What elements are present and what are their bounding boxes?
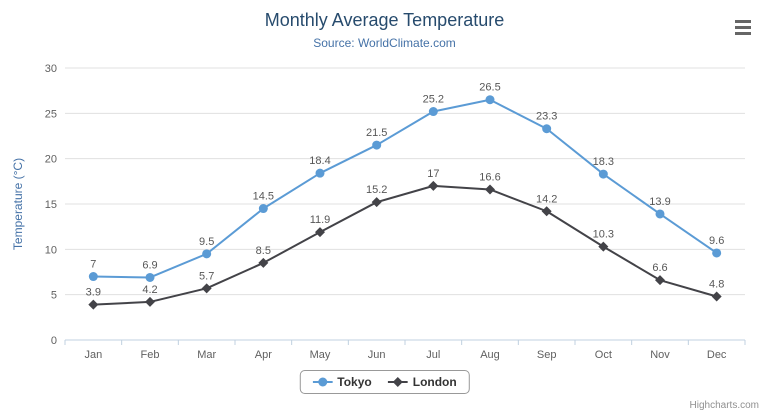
series-london: 3.9 4.2 5.7 8.5 11.9 15.2 17 16.6 14.2 10.3 6.6 4.8	[86, 168, 724, 310]
x-axis-tick-label: Aug	[480, 349, 500, 361]
tokyo-line	[92, 98, 718, 279]
legend: Tokyo London	[299, 370, 470, 394]
tokyo-point-marker[interactable]	[202, 249, 212, 259]
tokyo-point-marker[interactable]	[372, 140, 382, 150]
london-point-marker[interactable]	[655, 275, 665, 286]
y-axis-title: Temperature (°C)	[11, 158, 25, 250]
x-axis-tick-label: Sep	[537, 349, 557, 361]
london-point-marker[interactable]	[371, 197, 382, 208]
hamburger-menu-icon	[735, 25, 751, 29]
london-data-label: 4.2	[142, 284, 157, 296]
chart-title: Monthly Average Temperature	[264, 10, 505, 30]
x-axis-tick-label: Mar	[197, 349, 216, 361]
hamburger-menu-icon	[735, 19, 751, 23]
london-series-marker-icon	[387, 376, 408, 388]
x-axis-tick-label: Jun	[368, 349, 386, 361]
tokyo-data-label: 26.5	[479, 82, 500, 94]
tokyo-data-label: 6.9	[142, 259, 157, 271]
tokyo-data-label: 7	[90, 259, 96, 271]
export-menu-button[interactable]	[731, 16, 755, 38]
london-data-label: 3.9	[86, 287, 101, 299]
tokyo-point-marker[interactable]	[712, 248, 722, 258]
x-axis-tick-label: Feb	[141, 349, 160, 361]
london-legend-glyph-icon	[387, 377, 408, 387]
london-data-label: 11.9	[310, 214, 331, 226]
tokyo-data-label: 13.9	[649, 196, 670, 208]
london-data-label: 6.6	[652, 262, 667, 274]
x-axis-tick-label: Jan	[84, 349, 102, 361]
y-axis-tick-label: 10	[45, 244, 57, 256]
y-axis-tick-label: 0	[51, 335, 57, 347]
tokyo-data-label: 9.5	[199, 236, 214, 248]
tokyo-point-marker[interactable]	[485, 95, 495, 105]
tokyo-data-label: 21.5	[366, 127, 387, 139]
london-point-marker[interactable]	[598, 241, 609, 252]
x-axis-tick-label: Nov	[650, 349, 670, 361]
tokyo-series-marker-icon	[312, 376, 333, 388]
london-data-label: 4.8	[709, 278, 724, 290]
tokyo-point-marker[interactable]	[655, 209, 665, 219]
tokyo-data-label: 23.3	[536, 111, 557, 123]
tokyo-legend-marker[interactable]	[317, 377, 327, 387]
y-axis-tick-label: 25	[45, 108, 57, 120]
highcharts-credits-link[interactable]: Highcharts.com	[689, 400, 759, 411]
hamburger-menu-icon	[735, 31, 751, 35]
y-axis-tick-label: 30	[45, 63, 57, 75]
london-point-marker[interactable]	[541, 206, 552, 217]
london-point-marker[interactable]	[315, 227, 325, 238]
london-data-label: 10.3	[593, 229, 614, 241]
y-axis-tick-label: 20	[45, 154, 57, 166]
london-point-marker[interactable]	[258, 257, 269, 268]
tokyo-point-marker[interactable]	[598, 169, 608, 179]
legend-label-tokyo: Tokyo	[337, 375, 372, 389]
london-data-label: 5.7	[199, 270, 214, 282]
x-axis-tick-label: Apr	[255, 349, 272, 361]
tokyo-point-marker[interactable]	[145, 272, 155, 282]
x-axis-tick-label: Jul	[426, 349, 440, 361]
legend-item-tokyo[interactable]: Tokyo	[312, 375, 372, 389]
london-point-marker[interactable]	[711, 291, 722, 302]
tokyo-data-label: 18.3	[593, 156, 614, 168]
london-point-marker[interactable]	[88, 299, 99, 310]
x-axis-tick-label: Dec	[707, 349, 727, 361]
y-axis-tick-label: 5	[51, 290, 57, 302]
tokyo-data-label: 18.4	[309, 155, 330, 167]
tokyo-data-label: 14.5	[253, 191, 274, 203]
london-legend-marker[interactable]	[392, 377, 403, 387]
tokyo-data-label: 9.6	[709, 235, 724, 247]
tokyo-point-marker[interactable]	[428, 107, 438, 117]
tokyo-legend-glyph-icon	[312, 377, 333, 387]
london-data-label: 15.2	[366, 184, 387, 196]
tokyo-point-marker[interactable]	[542, 124, 552, 134]
tokyo-point-marker[interactable]	[88, 272, 98, 282]
tokyo-point-marker[interactable]	[258, 204, 268, 214]
london-data-label: 14.2	[536, 193, 557, 205]
legend-item-london[interactable]: London	[387, 375, 457, 389]
london-data-label: 8.5	[256, 245, 271, 257]
london-point-marker[interactable]	[485, 184, 495, 195]
tokyo-point-marker[interactable]	[315, 168, 325, 178]
chart-subtitle: Source: WorldClimate.com	[313, 36, 456, 50]
london-point-marker[interactable]	[428, 180, 439, 191]
y-axis-tick-label: 15	[45, 199, 57, 211]
x-axis-tick-label: May	[310, 349, 331, 361]
london-data-label: 17	[427, 168, 439, 180]
london-point-marker[interactable]	[145, 296, 155, 307]
x-axis-tick-label: Oct	[595, 349, 612, 361]
series-tokyo: 7 6.9 9.5 14.5 18.4 21.5 25.2 26.5 23.3 18.3 13.9 9…	[88, 82, 724, 282]
legend-label-london: London	[412, 375, 457, 389]
london-point-marker[interactable]	[201, 283, 212, 294]
london-data-label: 16.6	[479, 171, 500, 183]
tokyo-data-label: 25.2	[423, 94, 444, 106]
london-line	[92, 184, 718, 306]
